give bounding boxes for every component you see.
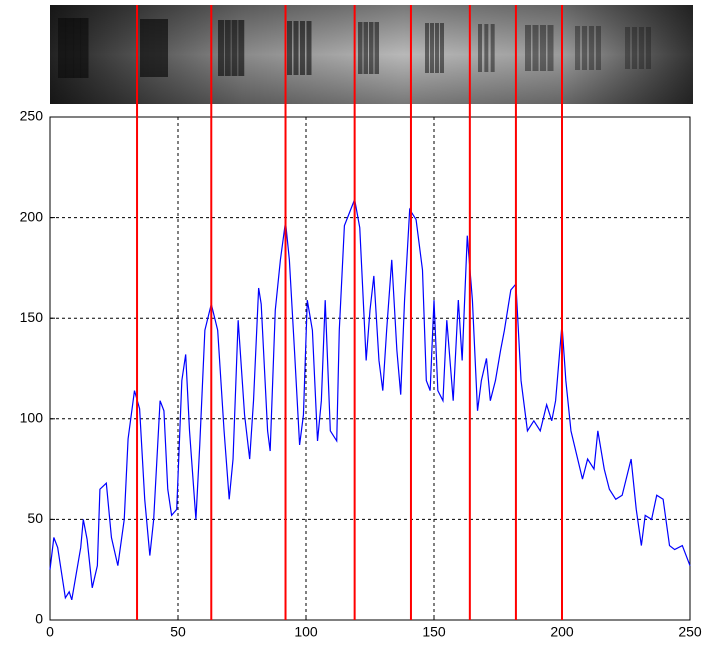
y-tick-label: 250 [20,108,44,124]
x-tick-label: 250 [678,624,702,640]
strip-shade [50,5,693,104]
y-tick-label: 150 [20,309,44,325]
y-tick-label: 100 [20,410,44,426]
x-tick-label: 100 [294,624,318,640]
plot-frame [49,116,691,621]
plot-area [50,117,690,620]
x-tick-label: 200 [550,624,574,640]
image-strip [50,5,693,104]
y-tick-label: 50 [27,510,43,526]
x-tick-label: 150 [422,624,446,640]
x-tick-label: 50 [170,624,186,640]
y-tick-label: 0 [35,611,43,627]
x-tick-label: 0 [46,624,54,640]
y-tick-label: 200 [20,208,44,224]
